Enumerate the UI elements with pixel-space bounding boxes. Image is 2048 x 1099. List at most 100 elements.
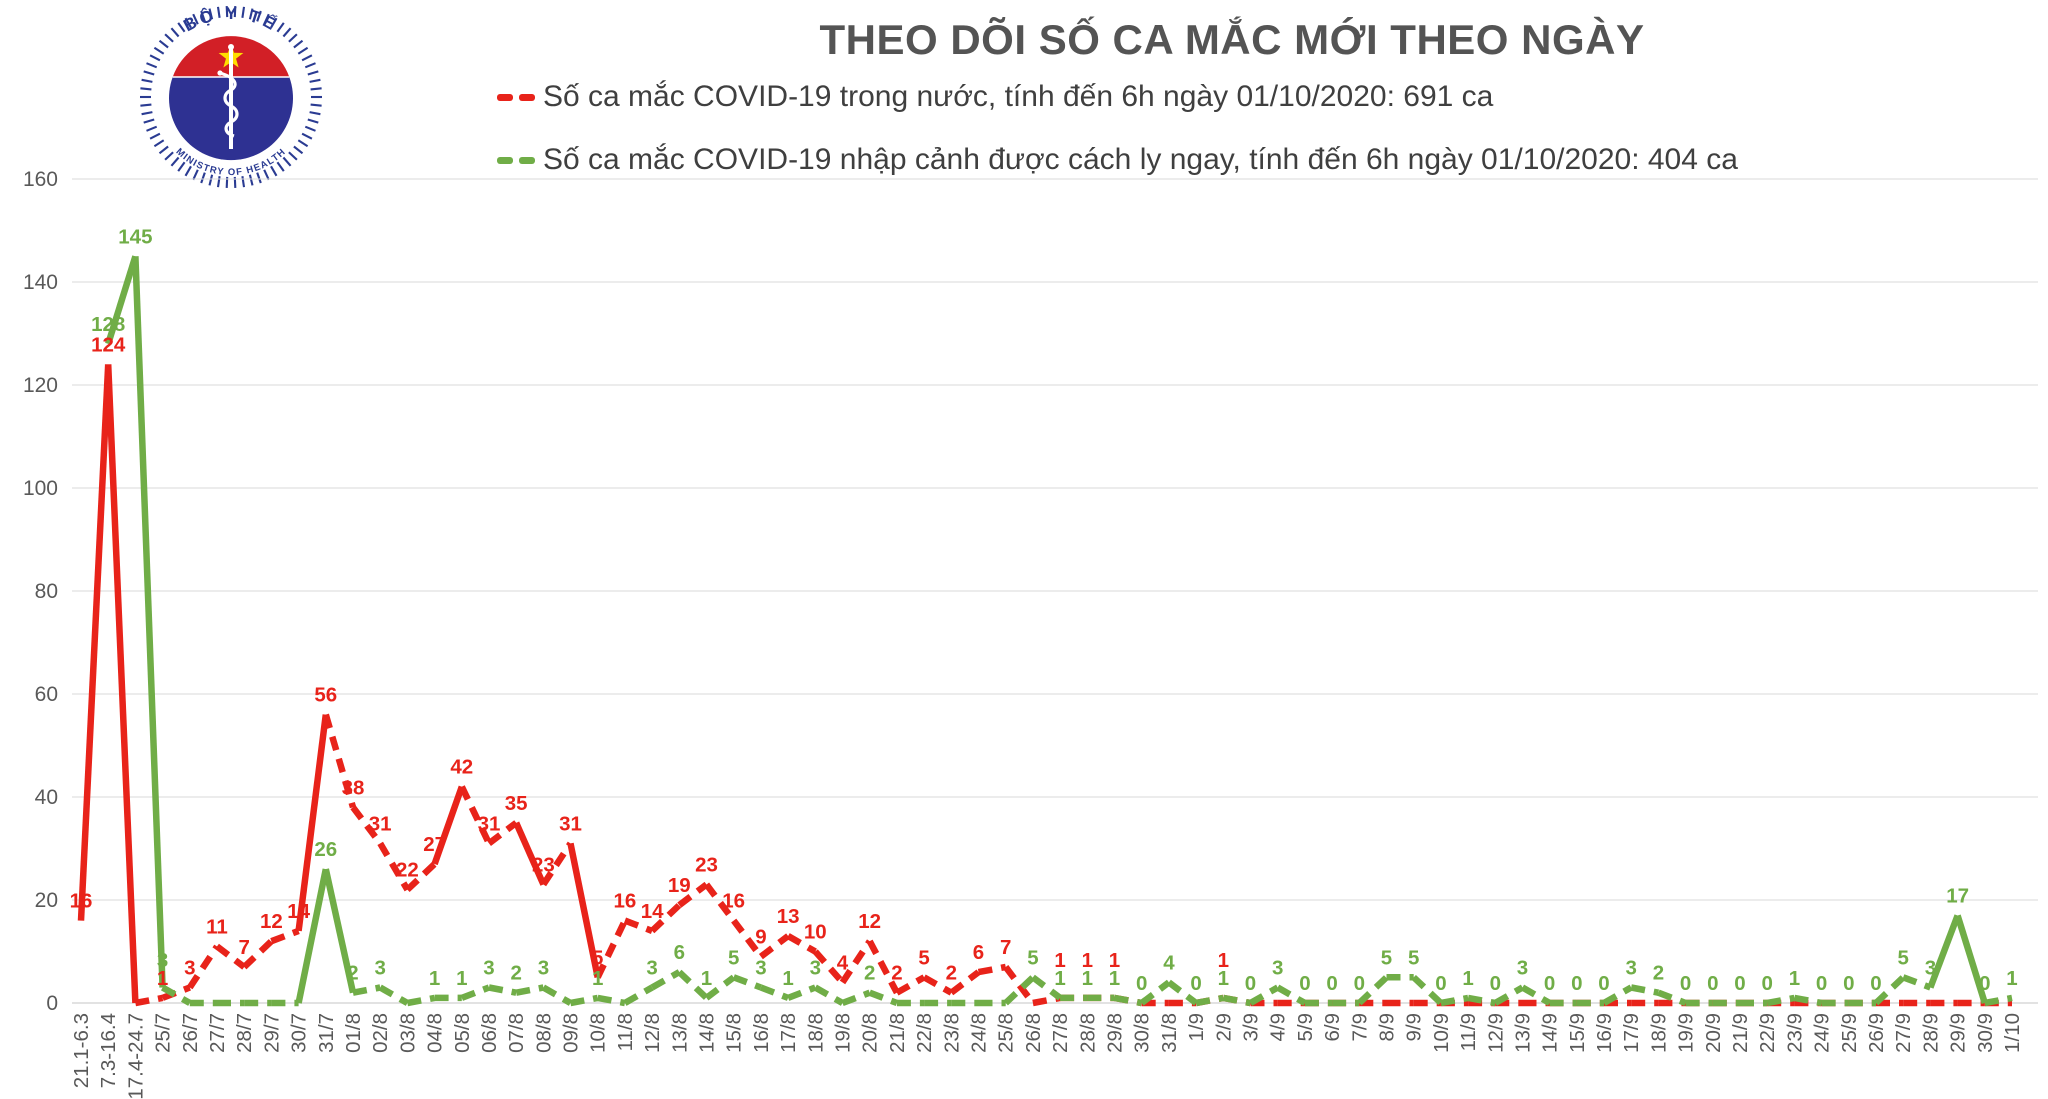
svg-text:10/8: 10/8: [587, 1013, 610, 1053]
svg-text:02/8: 02/8: [369, 1013, 392, 1053]
svg-text:0: 0: [1598, 972, 1609, 995]
svg-text:27/9: 27/9: [1892, 1013, 1915, 1053]
svg-text:0: 0: [1299, 972, 1310, 995]
svg-text:10: 10: [804, 921, 827, 944]
svg-text:9: 9: [755, 926, 766, 949]
svg-text:11: 11: [206, 915, 228, 938]
svg-text:3: 3: [1517, 957, 1528, 980]
svg-text:7: 7: [238, 936, 249, 959]
svg-text:29/8: 29/8: [1104, 1013, 1127, 1053]
svg-text:28/9: 28/9: [1919, 1013, 1942, 1053]
svg-text:3: 3: [646, 957, 657, 980]
svg-text:2: 2: [864, 962, 875, 985]
svg-text:0: 0: [1490, 972, 1501, 995]
svg-text:30/9: 30/9: [1974, 1013, 1997, 1053]
svg-text:1/9: 1/9: [1185, 1013, 1208, 1042]
svg-text:1: 1: [157, 967, 168, 990]
svg-text:31/8: 31/8: [1158, 1013, 1181, 1053]
svg-text:0: 0: [1136, 972, 1147, 995]
svg-text:2: 2: [510, 962, 521, 985]
svg-text:05/8: 05/8: [451, 1013, 474, 1053]
svg-text:06/8: 06/8: [478, 1013, 501, 1053]
svg-text:0: 0: [1245, 972, 1256, 995]
legend-dash-red-icon: [497, 93, 513, 101]
svg-text:160: 160: [23, 168, 58, 191]
svg-text:14: 14: [641, 900, 664, 923]
svg-text:0: 0: [1326, 972, 1337, 995]
svg-text:35: 35: [505, 792, 528, 815]
svg-text:16/9: 16/9: [1593, 1013, 1616, 1053]
svg-text:23: 23: [695, 854, 718, 877]
svg-text:22/8: 22/8: [913, 1013, 936, 1053]
svg-text:13/9: 13/9: [1512, 1013, 1535, 1053]
svg-text:27/8: 27/8: [1049, 1013, 1072, 1053]
svg-text:4: 4: [1163, 951, 1175, 974]
svg-text:38: 38: [342, 776, 365, 799]
legend-row-imported: Số ca mắc COVID-19 nhập cảnh được cách l…: [497, 143, 1738, 177]
svg-text:23: 23: [532, 854, 555, 877]
svg-text:21/8: 21/8: [886, 1013, 909, 1053]
svg-text:30/7: 30/7: [288, 1013, 311, 1053]
svg-text:0: 0: [1571, 972, 1582, 995]
svg-text:6: 6: [674, 941, 685, 964]
svg-text:1: 1: [2006, 967, 2017, 990]
svg-text:3: 3: [1272, 957, 1283, 980]
svg-text:5: 5: [1408, 946, 1419, 969]
legend-row-domestic: Số ca mắc COVID-19 trong nước, tính đến …: [497, 80, 1493, 114]
logo-svg: BỘ Y TẾ MINISTRY OF HEALTH: [140, 4, 322, 188]
svg-text:24/8: 24/8: [968, 1013, 991, 1053]
logo-staff-snake-icon: [217, 44, 239, 149]
legend-label-domestic: Số ca mắc COVID-19 trong nước, tính đến …: [543, 80, 1494, 113]
svg-text:8/9: 8/9: [1376, 1013, 1399, 1042]
svg-text:3: 3: [374, 957, 385, 980]
svg-text:40: 40: [35, 786, 58, 809]
svg-text:25/8: 25/8: [995, 1013, 1018, 1053]
svg-text:10/9: 10/9: [1430, 1013, 1453, 1053]
svg-text:1: 1: [1054, 949, 1065, 972]
svg-text:27: 27: [423, 833, 446, 856]
domestic-line: [77, 364, 2012, 1007]
svg-text:3: 3: [810, 957, 821, 980]
svg-text:0: 0: [1190, 972, 1201, 995]
svg-text:27/7: 27/7: [206, 1013, 229, 1053]
svg-text:13/8: 13/8: [668, 1013, 691, 1053]
svg-text:1: 1: [1218, 949, 1229, 972]
svg-text:80: 80: [35, 580, 58, 603]
svg-text:1: 1: [1789, 967, 1800, 990]
svg-text:1: 1: [1082, 949, 1093, 972]
svg-text:31: 31: [559, 812, 582, 835]
svg-text:22/9: 22/9: [1756, 1013, 1779, 1053]
svg-text:2: 2: [347, 962, 358, 985]
svg-text:17: 17: [1946, 885, 1969, 908]
svg-text:12/8: 12/8: [641, 1013, 664, 1053]
svg-text:28/7: 28/7: [233, 1013, 256, 1053]
svg-text:5: 5: [592, 946, 603, 969]
svg-text:1/10: 1/10: [2001, 1013, 2024, 1053]
x-axis-labels: 21.1-6.3 7.3-16.4 17.4-24.7 25/7 26/7 27/7 28/…: [70, 1013, 2024, 1099]
svg-text:22: 22: [396, 859, 419, 882]
svg-text:13: 13: [777, 905, 800, 928]
svg-text:19: 19: [668, 874, 691, 897]
svg-text:1: 1: [1218, 967, 1229, 990]
legend-dash-red-icon: [519, 93, 535, 101]
page-title: THEO DÕI SỐ CA MẮC MỚI THEO NGÀY: [819, 16, 1645, 63]
svg-text:2/9: 2/9: [1212, 1013, 1235, 1042]
svg-text:17.4-24.7: 17.4-24.7: [124, 1013, 147, 1099]
svg-text:100: 100: [23, 477, 58, 500]
svg-text:15/9: 15/9: [1566, 1013, 1589, 1053]
svg-text:60: 60: [35, 683, 58, 706]
svg-text:12: 12: [858, 910, 881, 933]
svg-text:28/8: 28/8: [1076, 1013, 1099, 1053]
svg-text:56: 56: [314, 684, 337, 707]
svg-text:7.3-16.4: 7.3-16.4: [97, 1013, 120, 1088]
svg-text:19/9: 19/9: [1675, 1013, 1698, 1053]
svg-text:21/9: 21/9: [1729, 1013, 1752, 1053]
svg-text:16: 16: [722, 890, 745, 913]
svg-text:19/8: 19/8: [832, 1013, 855, 1053]
svg-text:3: 3: [157, 949, 168, 972]
svg-text:16: 16: [613, 890, 636, 913]
svg-text:2: 2: [946, 962, 957, 985]
svg-text:5: 5: [1027, 946, 1038, 969]
